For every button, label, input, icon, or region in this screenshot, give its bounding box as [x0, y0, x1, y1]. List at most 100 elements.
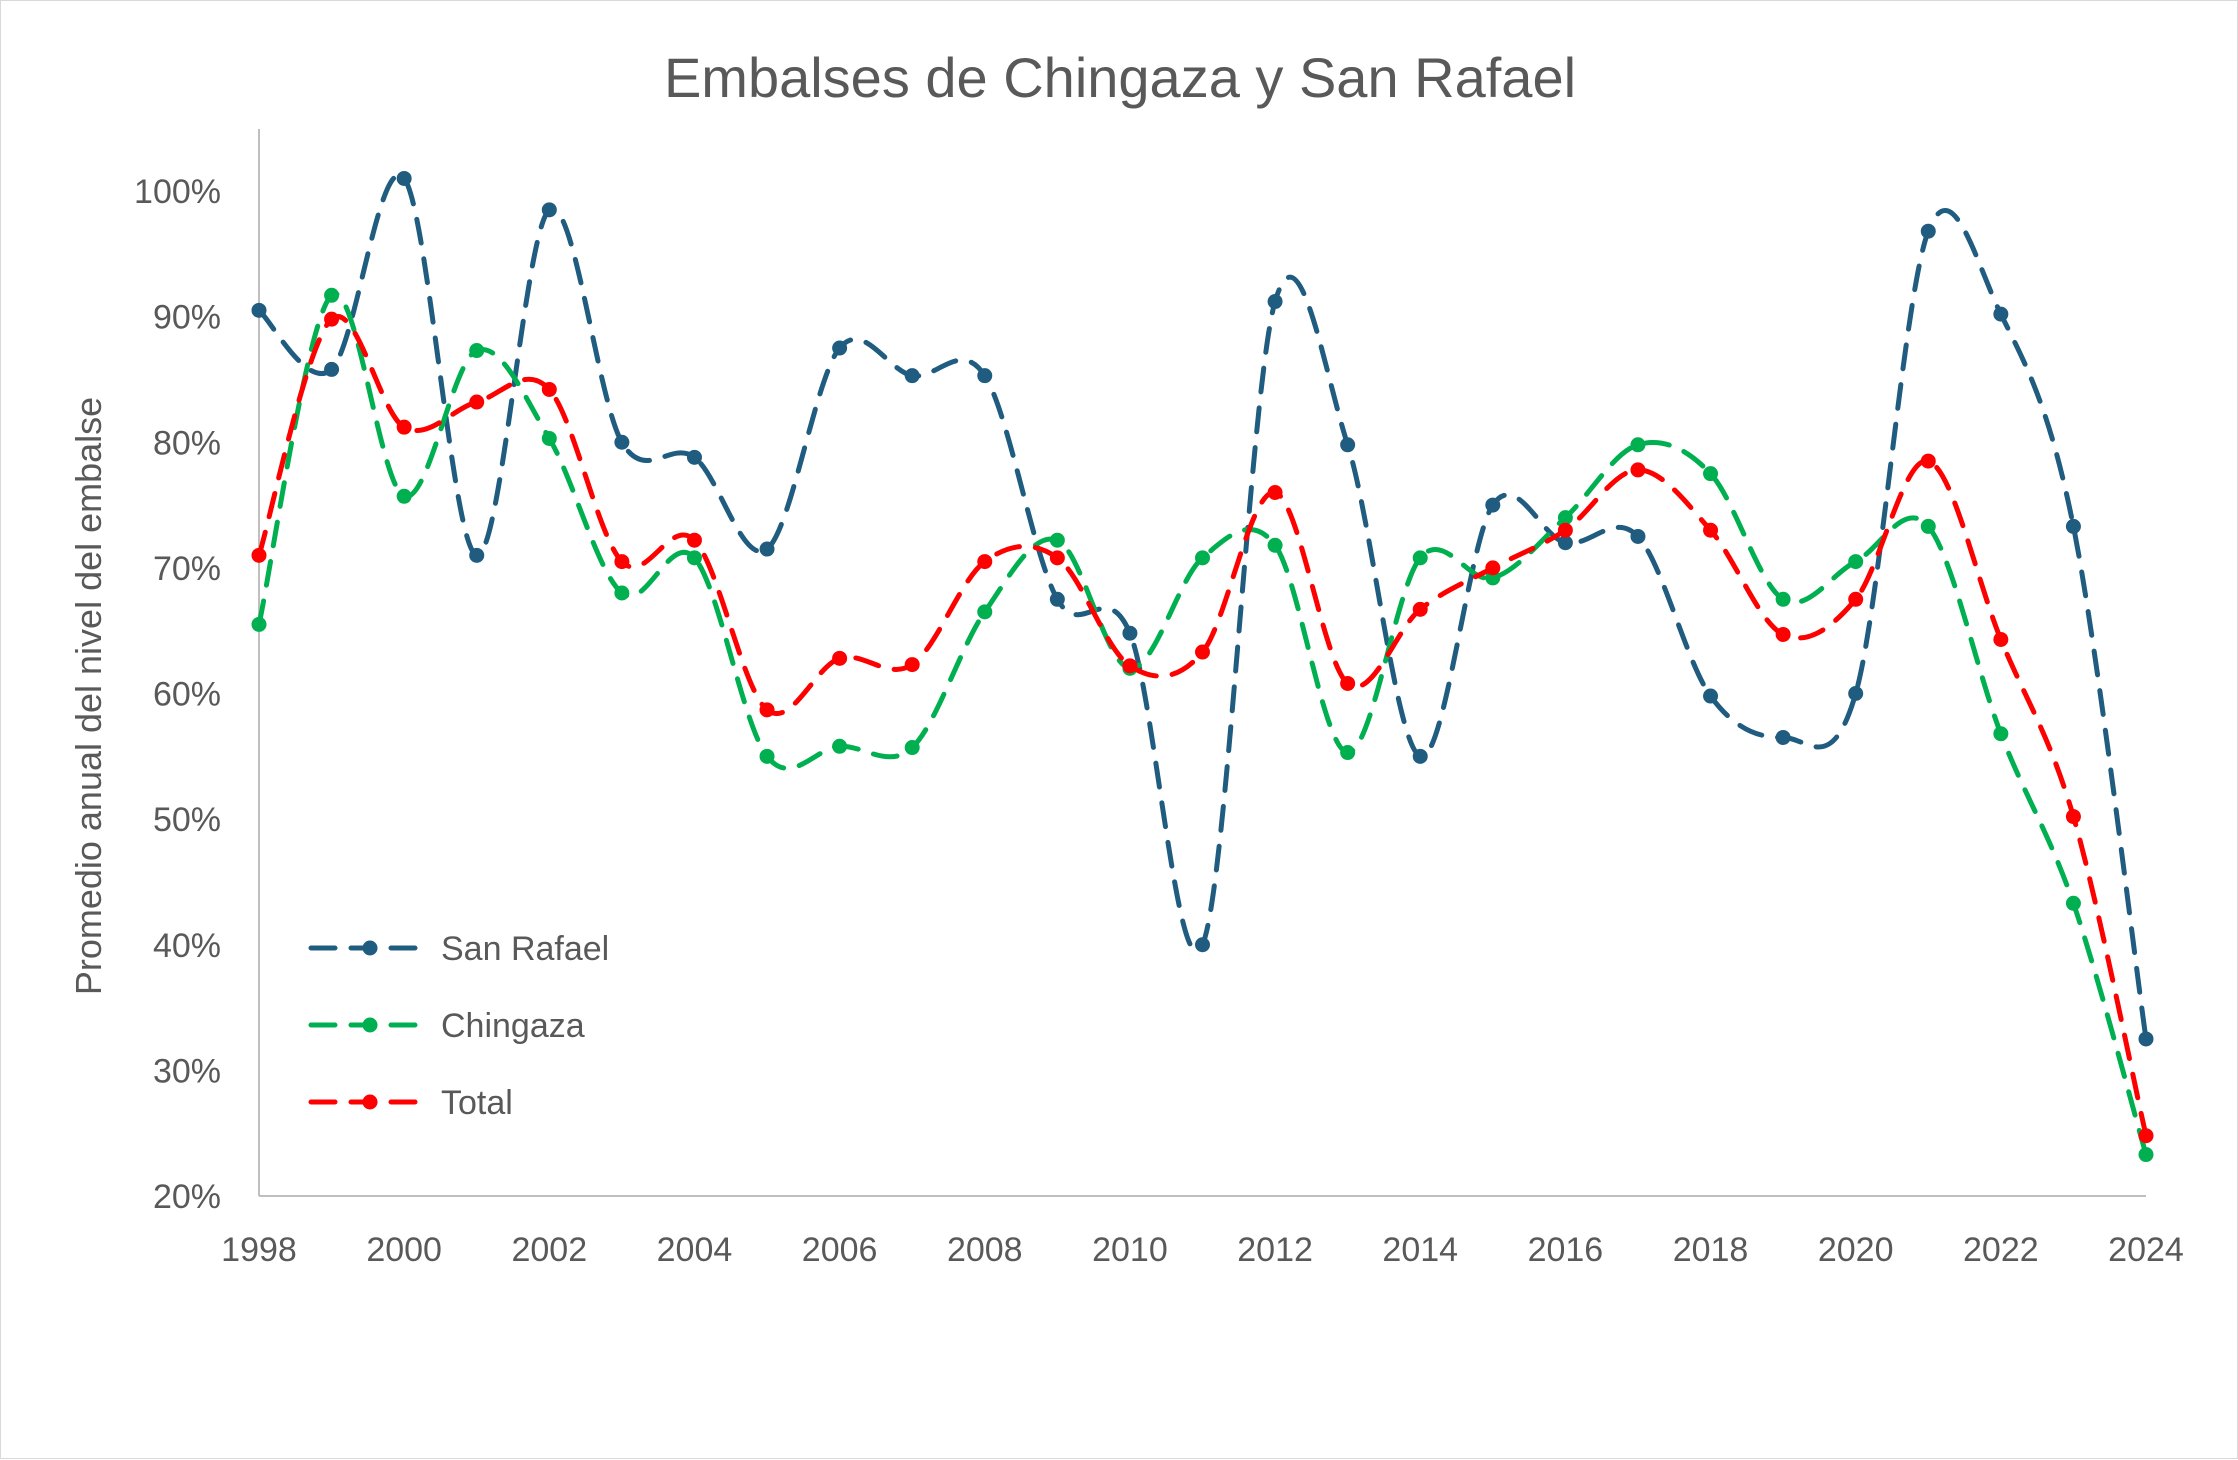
- chart-title: Embalses de Chingaza y San Rafael: [664, 46, 1576, 109]
- data-point: [1485, 497, 1501, 513]
- x-tick-label: 2002: [511, 1231, 587, 1269]
- x-tick-label: 2016: [1528, 1231, 1604, 1269]
- x-tick-label: 2014: [1382, 1231, 1458, 1269]
- data-point: [396, 170, 412, 186]
- y-tick-label: 40%: [153, 927, 221, 965]
- x-tick-label: 2000: [366, 1231, 442, 1269]
- data-point: [759, 541, 775, 557]
- x-tick-label: 2018: [1673, 1231, 1749, 1269]
- x-tick-label: 2012: [1237, 1231, 1313, 1269]
- data-point: [1920, 518, 1936, 534]
- data-point: [251, 302, 267, 318]
- data-point: [1993, 306, 2009, 322]
- data-point: [469, 343, 485, 359]
- y-tick-label: 20%: [153, 1178, 221, 1216]
- data-point: [2065, 895, 2081, 911]
- data-point: [1412, 550, 1428, 566]
- x-tick-label: 2022: [1963, 1231, 2039, 1269]
- y-tick-label: 30%: [153, 1052, 221, 1090]
- data-point: [1775, 591, 1791, 607]
- y-tick-label: 80%: [153, 424, 221, 462]
- data-point: [1993, 726, 2009, 742]
- data-point: [1775, 729, 1791, 745]
- data-point: [396, 419, 412, 435]
- legend-marker: [362, 940, 378, 956]
- data-point: [324, 287, 340, 303]
- y-tick-label: 60%: [153, 676, 221, 714]
- legend-label: Total: [441, 1084, 513, 1122]
- data-point: [832, 650, 848, 666]
- data-point: [1703, 688, 1719, 704]
- y-axis-label: Promedio anual del nivel del embalse: [68, 397, 109, 995]
- data-point: [1195, 937, 1210, 953]
- x-tick-label: 2010: [1092, 1231, 1168, 1269]
- data-point: [1557, 522, 1573, 538]
- legend-item-total: Total: [308, 1084, 513, 1122]
- legend-marker: [362, 1094, 378, 1110]
- data-point: [1340, 437, 1356, 453]
- legend-marker: [362, 1017, 378, 1033]
- data-point: [1920, 223, 1936, 239]
- data-point: [977, 554, 993, 570]
- data-point: [469, 394, 485, 410]
- data-point: [2065, 518, 2081, 534]
- y-tick-label: 70%: [153, 550, 221, 588]
- data-point: [1049, 532, 1065, 548]
- series-line-san-rafael: [256, 172, 2149, 1042]
- data-point: [1557, 510, 1573, 526]
- legend-label: Chingaza: [441, 1007, 585, 1045]
- data-point: [1412, 748, 1428, 764]
- data-point: [977, 368, 993, 384]
- legend-item-san-rafael: San Rafael: [308, 930, 609, 968]
- data-point: [1049, 550, 1065, 566]
- data-point: [324, 311, 340, 327]
- data-point: [469, 547, 485, 563]
- data-point: [396, 488, 412, 504]
- y-tick-labels: 20% 30% 40% 50% 60% 70% 80% 90% 100%: [134, 173, 221, 1216]
- data-point: [1412, 601, 1428, 617]
- data-point: [251, 616, 267, 632]
- data-point: [324, 361, 340, 377]
- data-point: [1848, 591, 1864, 607]
- data-point: [1340, 675, 1356, 691]
- y-tick-label: 100%: [134, 173, 221, 211]
- data-point: [541, 430, 557, 446]
- data-point: [977, 604, 993, 620]
- data-point: [541, 381, 557, 397]
- data-point: [614, 554, 630, 570]
- data-point: [1340, 745, 1356, 761]
- data-point: [1267, 485, 1283, 500]
- data-point: [1993, 631, 2009, 647]
- data-point: [251, 547, 267, 563]
- data-point: [1920, 453, 1936, 469]
- series-line-total: [256, 314, 2149, 1139]
- data-point: [686, 550, 702, 566]
- data-point: [1195, 644, 1210, 660]
- data-point: [1703, 522, 1719, 538]
- data-point: [904, 657, 920, 673]
- data-point: [1630, 437, 1646, 453]
- y-tick-label: 90%: [153, 299, 221, 337]
- data-point: [1848, 554, 1864, 570]
- x-tick-labels: 1998 2000 2002 2004 2006 2008 2010 2012 2014 2016…: [221, 1231, 2184, 1269]
- data-point: [759, 748, 775, 764]
- data-point: [614, 585, 630, 601]
- data-point: [2138, 1031, 2154, 1047]
- data-point: [541, 202, 557, 218]
- data-point: [1775, 626, 1791, 642]
- data-point: [1267, 294, 1283, 310]
- data-point: [904, 740, 920, 756]
- x-tick-label: 1998: [221, 1231, 297, 1269]
- series-line-chingaza: [256, 291, 2149, 1158]
- y-tick-label: 50%: [153, 801, 221, 839]
- legend: San Rafael Chingaza Total: [308, 930, 609, 1122]
- x-tick-label: 2004: [657, 1231, 733, 1269]
- data-point: [1485, 560, 1501, 576]
- series-chingaza: [251, 287, 2154, 1163]
- x-tick-label: 2006: [802, 1231, 878, 1269]
- data-point: [2065, 809, 2081, 825]
- series-total: [251, 311, 2154, 1144]
- data-point: [614, 434, 630, 450]
- legend-label: San Rafael: [441, 930, 609, 968]
